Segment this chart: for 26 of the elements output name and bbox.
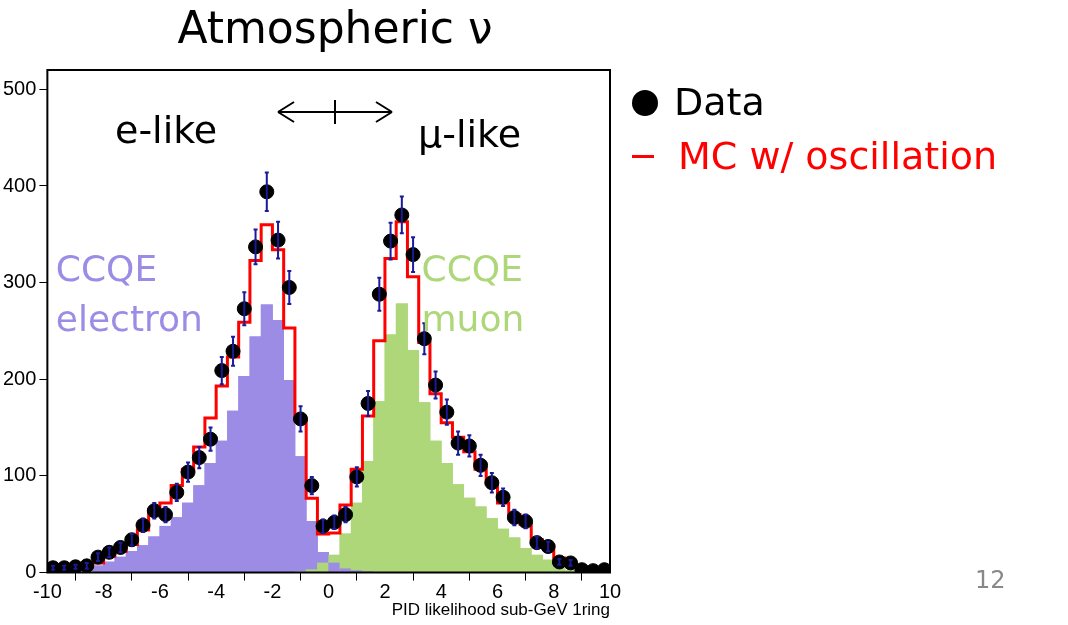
x-tick-label: -2 xyxy=(263,580,282,603)
x-tick-label: -6 xyxy=(151,580,169,603)
x-tick-label: 8 xyxy=(548,580,560,603)
legend-label: Data xyxy=(674,80,765,124)
text: 12 xyxy=(975,566,1006,594)
x-tick-label: 6 xyxy=(491,580,504,603)
x-tick-label: -4 xyxy=(207,580,226,603)
annotation: μ-like xyxy=(418,112,522,156)
series-label: CCQE electron xyxy=(55,248,203,339)
legend-label: MC w/ oscillation xyxy=(678,134,998,178)
x-tick-label: -10 xyxy=(32,580,62,603)
y-tick-label: 300 xyxy=(2,270,37,293)
x-tick-label: 10 xyxy=(598,580,622,603)
annotation: e-like xyxy=(115,108,218,152)
y-tick-label: 100 xyxy=(2,463,37,486)
x-tick-label: 0 xyxy=(323,580,335,603)
x-tick-label: 4 xyxy=(435,580,447,603)
x-axis-title: PID likelihood sub-GeV 1ring xyxy=(391,600,610,620)
y-tick-label: 500 xyxy=(2,76,37,99)
chart-title: Atmospheric ν xyxy=(176,2,494,53)
x-tick-label: 2 xyxy=(379,580,391,603)
y-tick-label: 200 xyxy=(2,366,37,389)
series-label: CCQE muon xyxy=(421,248,525,339)
y-tick-label: 400 xyxy=(2,173,37,196)
y-tick-label: 0 xyxy=(25,560,37,583)
x-tick-label: -8 xyxy=(94,580,113,603)
